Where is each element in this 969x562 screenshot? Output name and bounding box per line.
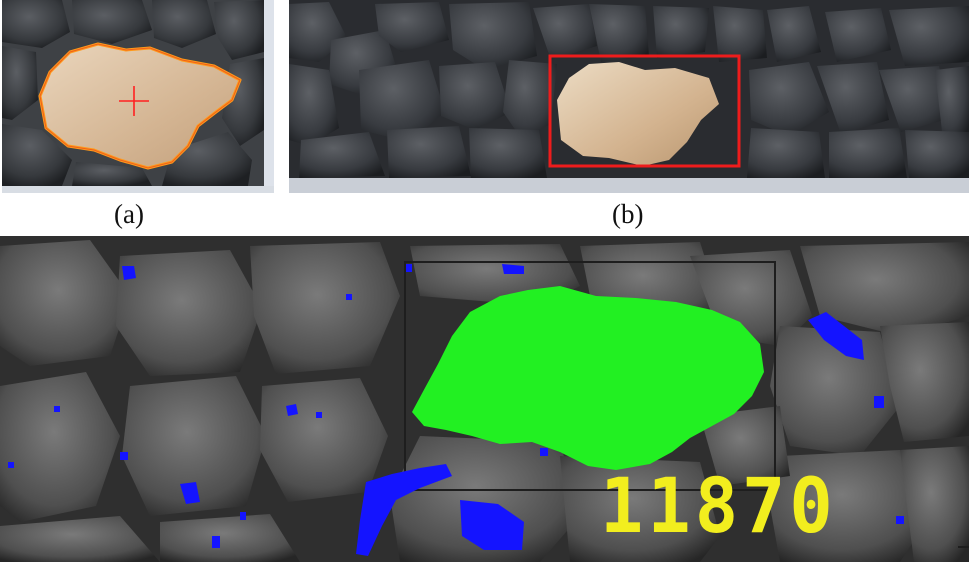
target-ore	[557, 62, 719, 166]
segmentation-view-image	[0, 236, 969, 562]
caption-a: (a)	[114, 199, 144, 229]
pixel-count-label: 11870	[600, 461, 837, 550]
shadow-regions	[8, 264, 904, 556]
panel-a-contour-view	[2, 0, 274, 193]
panel-b-bounding-box-view	[289, 0, 969, 193]
bounding-box-view-image	[289, 0, 969, 193]
search-window-outline	[404, 261, 776, 491]
target-bounding-box	[548, 54, 741, 168]
segmented-ore-region	[412, 286, 764, 470]
detection-border-tick	[958, 546, 969, 548]
background-rocks	[2, 0, 264, 186]
panel-segmentation-view	[0, 236, 969, 562]
caption-b: (b)	[612, 199, 644, 229]
background-rocks	[289, 2, 969, 178]
contour-view-image	[2, 0, 274, 193]
centroid-marker	[119, 86, 149, 116]
